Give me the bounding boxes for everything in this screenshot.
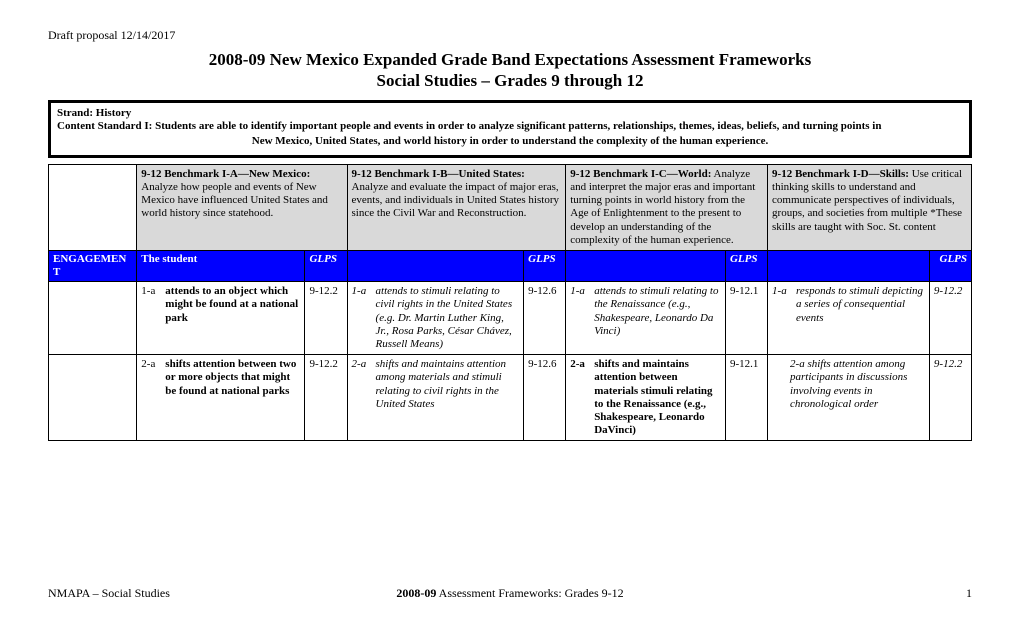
benchmark-1-title: 9-12 Benchmark I-A—New Mexico: (141, 168, 310, 180)
item-tag: 2-a (570, 358, 588, 437)
standard-prefix: Content Standard I: (57, 120, 155, 132)
item-tag: 1-a (141, 285, 159, 325)
item-text: shifts and maintains attention between m… (594, 358, 721, 437)
cell-2a-world: 2-a shifts and maintains attention betwe… (566, 355, 726, 441)
cell-1a-skills: 1-a responds to stimuli depicting a seri… (768, 282, 930, 355)
item-tag: 1-a (352, 285, 370, 351)
benchmark-row: 9-12 Benchmark I-A—New Mexico: Analyze h… (49, 164, 972, 250)
engagement-label: ENGAGEMENT (49, 250, 137, 281)
standard-body: Students are able to identify important … (155, 120, 881, 132)
title-line-2: Social Studies – Grades 9 through 12 (48, 70, 972, 91)
engagement-blank-2 (347, 250, 524, 281)
benchmark-blank (49, 164, 137, 250)
standard-centered: New Mexico, United States, and world his… (57, 135, 963, 149)
benchmark-1: 9-12 Benchmark I-A—New Mexico: Analyze h… (137, 164, 347, 250)
item-text: attends to stimuli relating to the Renai… (594, 285, 721, 338)
benchmark-3: 9-12 Benchmark I-C—World: Analyze and in… (566, 164, 768, 250)
engagement-header-row: ENGAGEMENT The student GLPS GLPS GLPS GL… (49, 250, 972, 281)
strand-label: Strand: History (57, 107, 963, 121)
glps-value: 9-12.6 (524, 282, 566, 355)
footer-center: 2008-09 Assessment Frameworks: Grades 9-… (48, 586, 972, 601)
cell-1a-nm: 1-a attends to an object which might be … (137, 282, 305, 355)
item-text: 2-a shifts attention among participants … (772, 358, 925, 411)
engagement-blank-3 (566, 250, 726, 281)
cell-2a-nm: 2-a shifts attention between two or more… (137, 355, 305, 441)
engagement-blank-4 (768, 250, 930, 281)
glps-value: 9-12.6 (524, 355, 566, 441)
cell-2a-skills: 2-a shifts attention among participants … (768, 355, 930, 441)
footer-mid-bold: 2008-09 (396, 586, 436, 600)
the-student-label: The student (137, 250, 305, 281)
cell-1a-us: 1-a attends to stimuli relating to civil… (347, 282, 524, 355)
glps-value: 9-12.2 (929, 355, 971, 441)
document-page: Draft proposal 12/14/2017 2008-09 New Me… (0, 0, 1020, 619)
benchmark-4-title: 9-12 Benchmark I-D—Skills: (772, 168, 909, 180)
standards-table: 9-12 Benchmark I-A—New Mexico: Analyze h… (48, 164, 972, 442)
benchmark-1-body: Analyze how people and events of New Mex… (141, 181, 328, 219)
table-row: 2-a shifts attention between two or more… (49, 355, 972, 441)
item-text: shifts and maintains attention among mat… (376, 358, 520, 411)
glps-label-2: GLPS (524, 250, 566, 281)
cell-2a-us: 2-a shifts and maintains attention among… (347, 355, 524, 441)
glps-value: 9-12.2 (305, 282, 347, 355)
page-title: 2008-09 New Mexico Expanded Grade Band E… (48, 49, 972, 92)
benchmark-2-title: 9-12 Benchmark I-B—United States: (352, 168, 525, 180)
row-blank (49, 282, 137, 355)
item-text: responds to stimuli depicting a series o… (796, 285, 925, 325)
item-tag: 1-a (772, 285, 790, 325)
item-text: shifts attention between two or more obj… (165, 358, 300, 398)
glps-label-4: GLPS (929, 250, 971, 281)
item-tag: 2-a (141, 358, 159, 398)
item-tag: 1-a (570, 285, 588, 338)
strand-box: Strand: History Content Standard I: Stud… (48, 100, 972, 158)
item-text: attends to stimuli relating to civil rig… (376, 285, 520, 351)
benchmark-3-title: 9-12 Benchmark I-C—World: (570, 168, 711, 180)
page-footer: NMAPA – Social Studies 2008-09 Assessmen… (48, 586, 972, 601)
title-line-1: 2008-09 New Mexico Expanded Grade Band E… (209, 50, 812, 69)
draft-line: Draft proposal 12/14/2017 (48, 28, 972, 43)
glps-label-3: GLPS (725, 250, 767, 281)
benchmark-2: 9-12 Benchmark I-B—United States: Analyz… (347, 164, 566, 250)
row-blank (49, 355, 137, 441)
benchmark-2-body: Analyze and evaluate the impact of major… (352, 181, 559, 219)
benchmark-4: 9-12 Benchmark I-D—Skills: Use critical … (768, 164, 972, 250)
glps-value: 9-12.2 (305, 355, 347, 441)
item-text: attends to an object which might be foun… (165, 285, 300, 325)
glps-value: 9-12.1 (725, 355, 767, 441)
table-row: 1-a attends to an object which might be … (49, 282, 972, 355)
glps-value: 9-12.1 (725, 282, 767, 355)
footer-mid-rest: Assessment Frameworks: Grades 9-12 (436, 586, 623, 600)
glps-value: 9-12.2 (929, 282, 971, 355)
cell-1a-world: 1-a attends to stimuli relating to the R… (566, 282, 726, 355)
content-standard: Content Standard I: Students are able to… (57, 120, 963, 149)
item-tag: 2-a (352, 358, 370, 411)
glps-label-1: GLPS (305, 250, 347, 281)
